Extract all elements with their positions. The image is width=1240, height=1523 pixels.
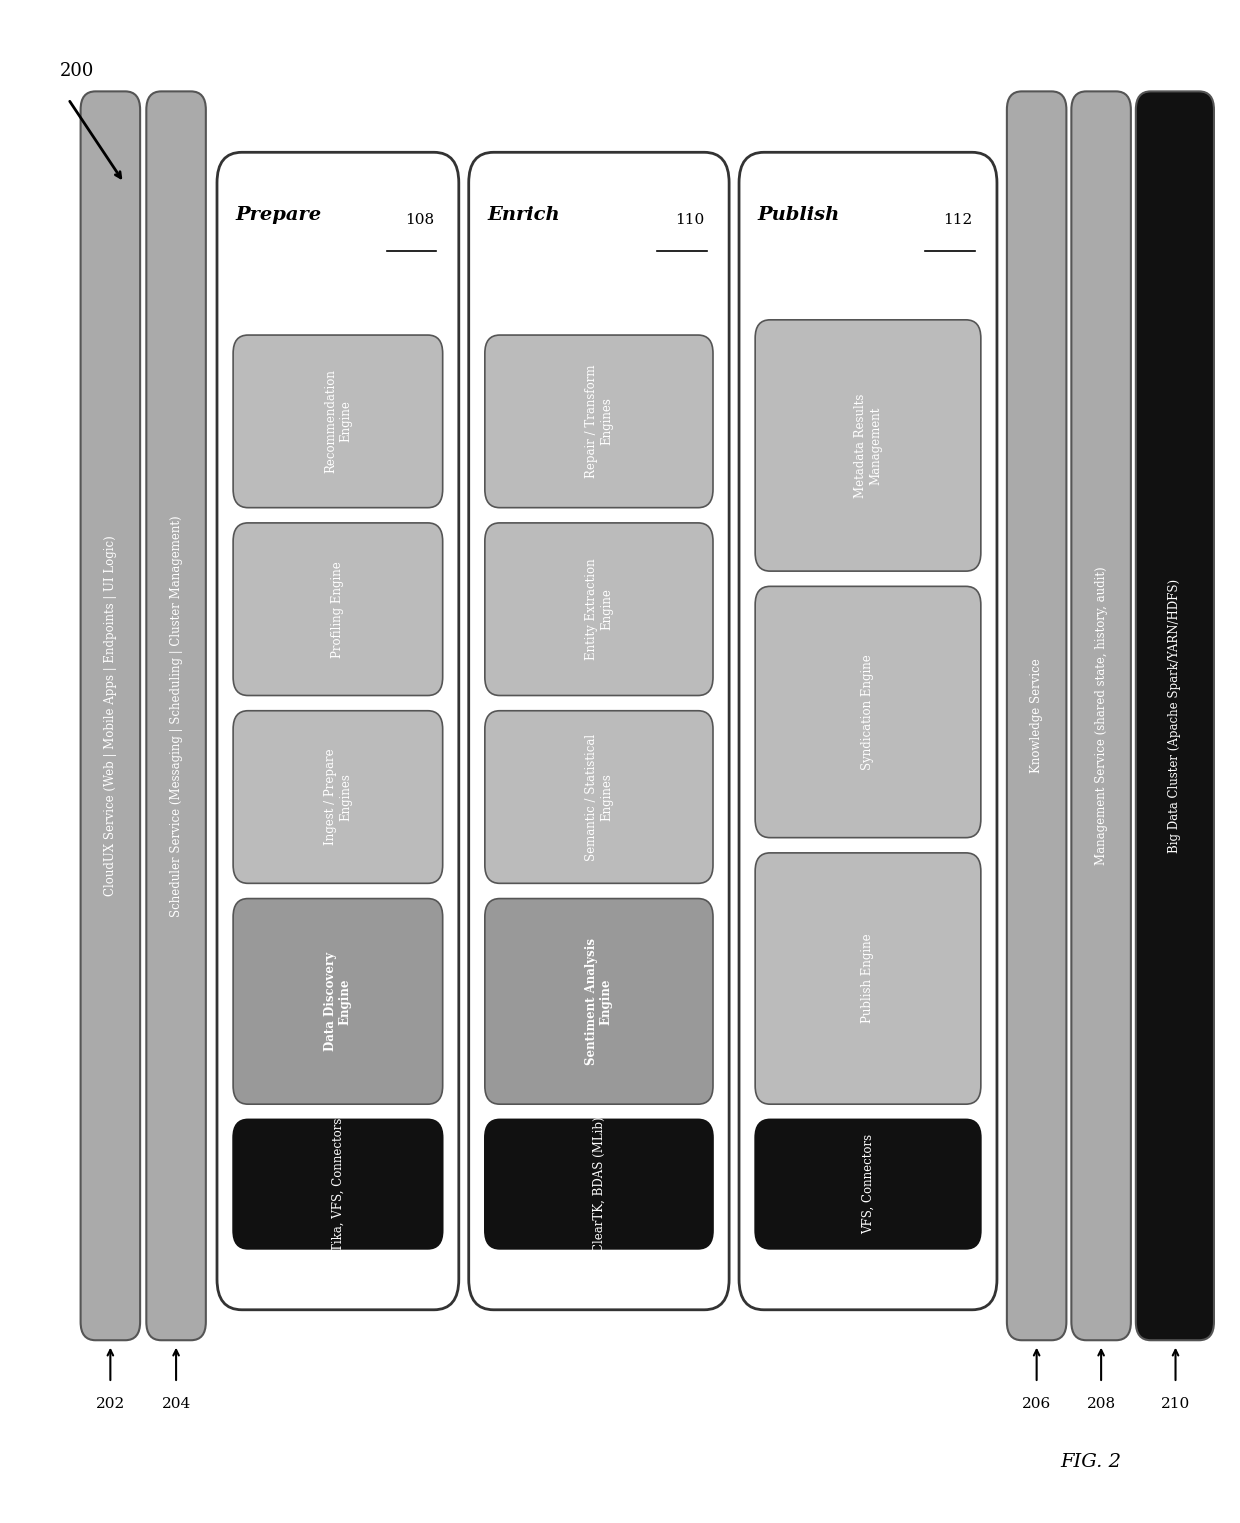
FancyBboxPatch shape bbox=[1071, 91, 1131, 1340]
Text: Tika, VFS, Connectors: Tika, VFS, Connectors bbox=[331, 1118, 345, 1250]
Text: CloudUX Service (Web | Mobile Apps | Endpoints | UI Logic): CloudUX Service (Web | Mobile Apps | End… bbox=[104, 536, 117, 896]
FancyBboxPatch shape bbox=[1007, 91, 1066, 1340]
Text: Sentiment Analysis
Engine: Sentiment Analysis Engine bbox=[585, 938, 613, 1065]
Text: Semantic / Statistical
Engines: Semantic / Statistical Engines bbox=[585, 734, 613, 860]
Text: 200: 200 bbox=[60, 62, 94, 81]
Text: 202: 202 bbox=[95, 1397, 125, 1410]
FancyBboxPatch shape bbox=[485, 711, 713, 883]
Text: Repair / Transform
Engines: Repair / Transform Engines bbox=[585, 364, 613, 478]
FancyBboxPatch shape bbox=[81, 91, 140, 1340]
Text: Metadata Results
Management: Metadata Results Management bbox=[854, 393, 882, 498]
Text: Prepare: Prepare bbox=[236, 206, 321, 224]
FancyBboxPatch shape bbox=[755, 1119, 981, 1249]
Text: Enrich: Enrich bbox=[487, 206, 560, 224]
Text: 206: 206 bbox=[1022, 1397, 1052, 1410]
Text: 204: 204 bbox=[161, 1397, 191, 1410]
Text: Knowledge Service: Knowledge Service bbox=[1030, 658, 1043, 774]
Text: 110: 110 bbox=[675, 213, 704, 227]
Text: Entity Extraction
Engine: Entity Extraction Engine bbox=[585, 559, 613, 659]
Text: Publish: Publish bbox=[758, 206, 839, 224]
FancyBboxPatch shape bbox=[233, 711, 443, 883]
FancyBboxPatch shape bbox=[233, 522, 443, 696]
Text: Syndication Engine: Syndication Engine bbox=[862, 653, 874, 771]
FancyBboxPatch shape bbox=[485, 522, 713, 696]
FancyBboxPatch shape bbox=[485, 899, 713, 1104]
FancyBboxPatch shape bbox=[739, 152, 997, 1310]
Text: Profiling Engine: Profiling Engine bbox=[331, 560, 345, 658]
Text: VFS, Connectors: VFS, Connectors bbox=[862, 1135, 874, 1234]
FancyBboxPatch shape bbox=[233, 335, 443, 507]
Text: 210: 210 bbox=[1161, 1397, 1190, 1410]
Text: Publish Engine: Publish Engine bbox=[862, 934, 874, 1023]
FancyBboxPatch shape bbox=[146, 91, 206, 1340]
Text: ClearTK, BDAS (MLib): ClearTK, BDAS (MLib) bbox=[593, 1116, 605, 1252]
FancyBboxPatch shape bbox=[1136, 91, 1214, 1340]
Text: Data Discovery
Engine: Data Discovery Engine bbox=[324, 952, 352, 1051]
FancyBboxPatch shape bbox=[755, 853, 981, 1104]
FancyBboxPatch shape bbox=[755, 320, 981, 571]
Text: Scheduler Service (Messaging | Scheduling | Cluster Management): Scheduler Service (Messaging | Schedulin… bbox=[170, 515, 182, 917]
Text: 112: 112 bbox=[942, 213, 972, 227]
Text: 208: 208 bbox=[1086, 1397, 1116, 1410]
Text: Ingest / Prepare
Engines: Ingest / Prepare Engines bbox=[324, 749, 352, 845]
FancyBboxPatch shape bbox=[755, 586, 981, 838]
Text: Management Service (shared state, history, audit): Management Service (shared state, histor… bbox=[1095, 567, 1107, 865]
FancyBboxPatch shape bbox=[217, 152, 459, 1310]
Text: FIG. 2: FIG. 2 bbox=[1060, 1453, 1122, 1471]
Text: Recommendation
Engine: Recommendation Engine bbox=[324, 370, 352, 474]
FancyBboxPatch shape bbox=[485, 1119, 713, 1249]
Text: Big Data Cluster (Apache Spark/YARN/HDFS): Big Data Cluster (Apache Spark/YARN/HDFS… bbox=[1168, 579, 1182, 853]
Text: 108: 108 bbox=[405, 213, 434, 227]
FancyBboxPatch shape bbox=[469, 152, 729, 1310]
FancyBboxPatch shape bbox=[233, 1119, 443, 1249]
FancyBboxPatch shape bbox=[485, 335, 713, 507]
FancyBboxPatch shape bbox=[233, 899, 443, 1104]
